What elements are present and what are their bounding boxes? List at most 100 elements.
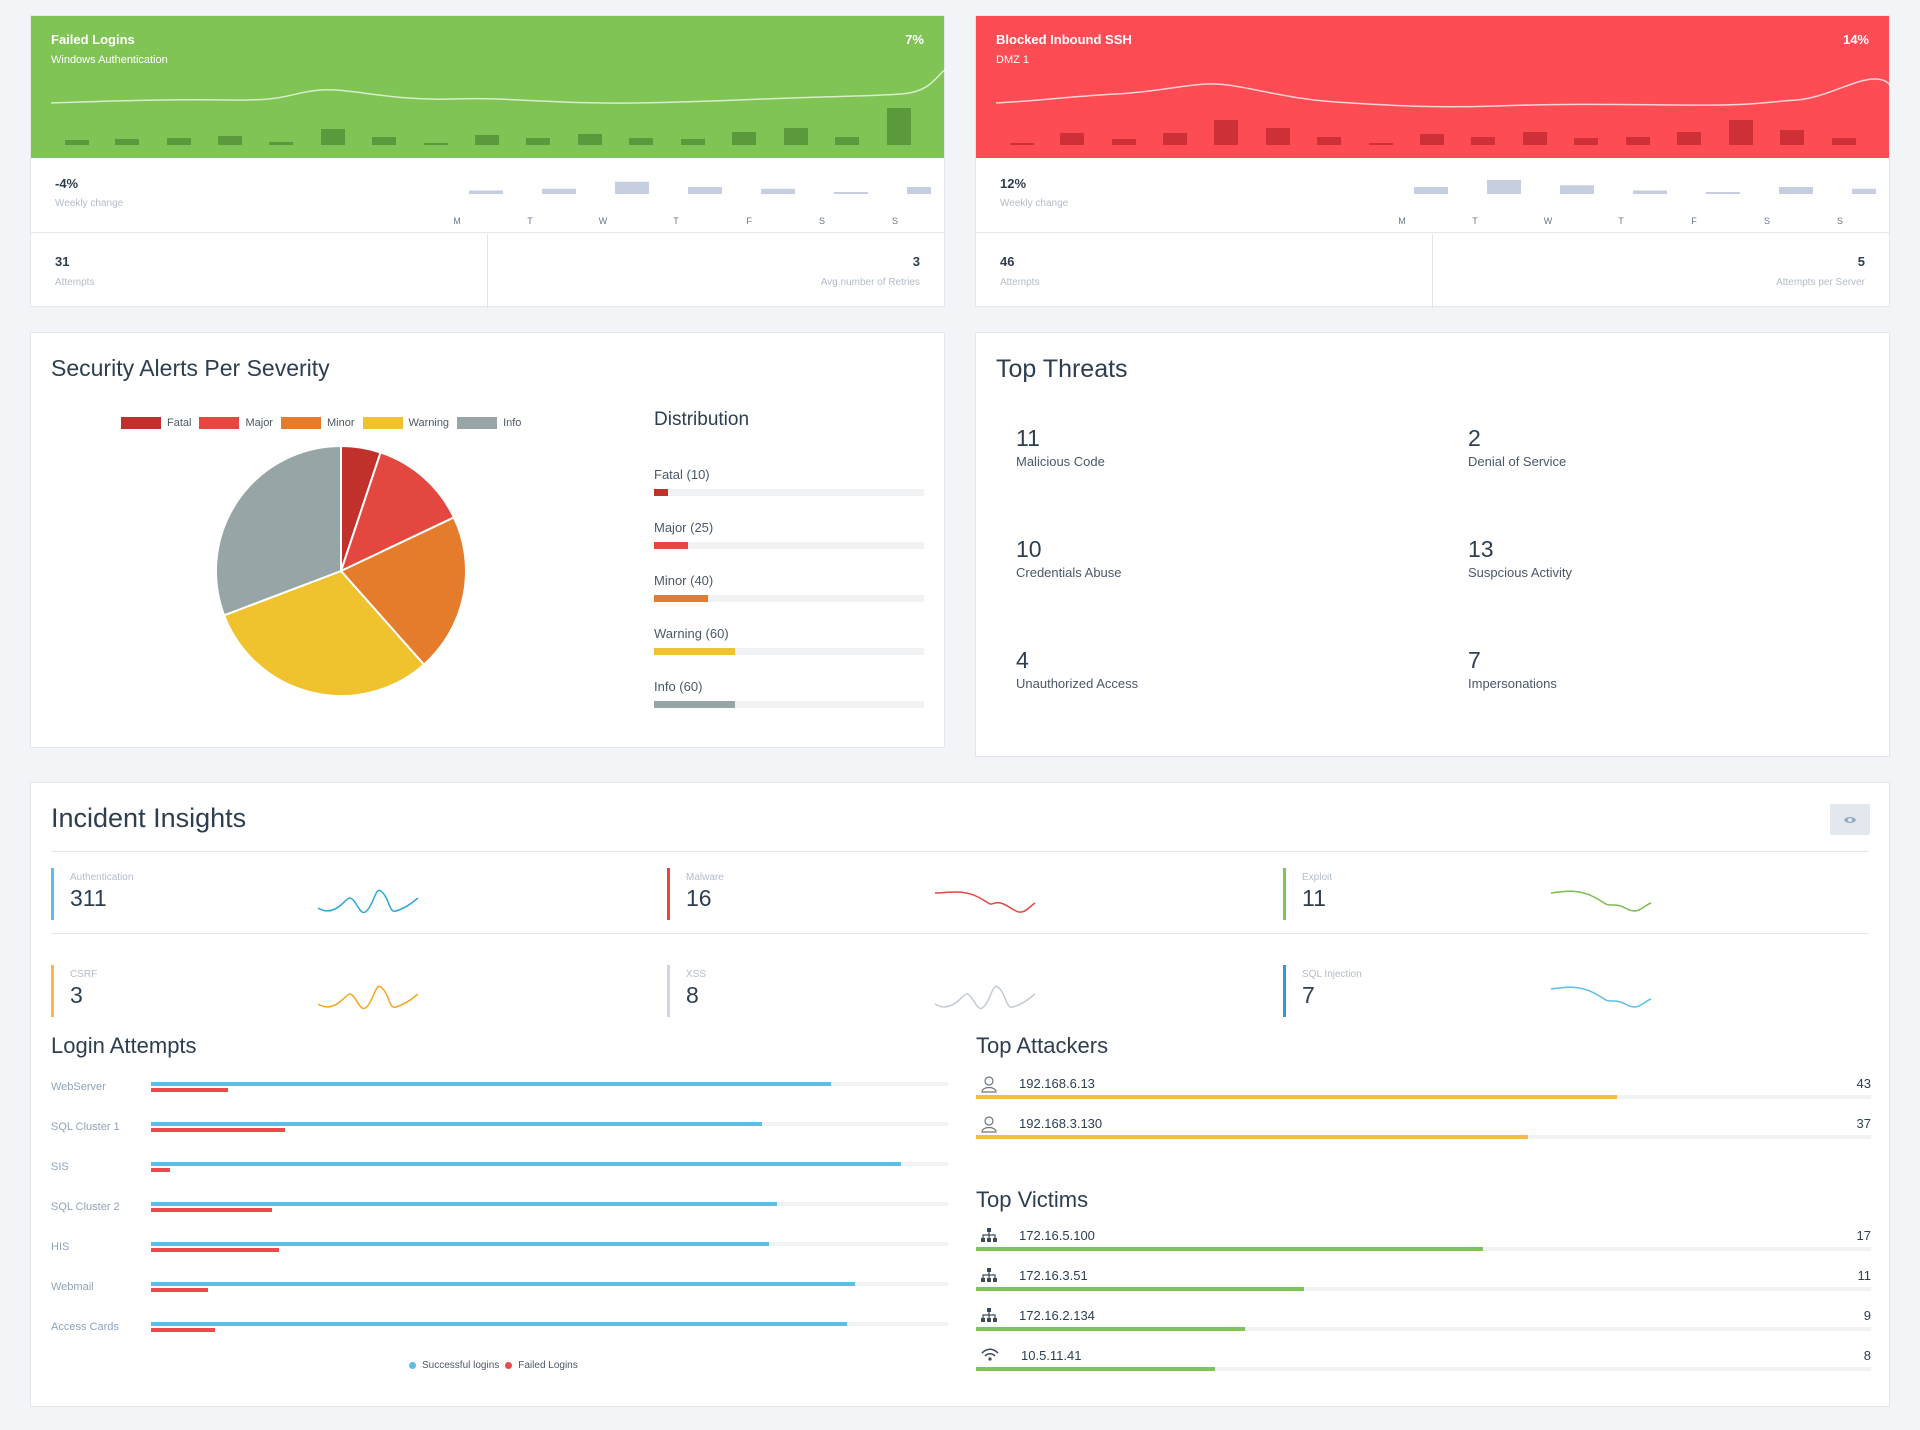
incident-count: 3 (70, 982, 83, 1008)
legend-label: Info (503, 417, 522, 429)
incident-category: CSRF (70, 969, 98, 980)
incident-csrf[interactable]: CSRF 3 (51, 965, 97, 1017)
distribution-item: Major (25) (654, 520, 924, 549)
legend-swatch (121, 417, 161, 429)
attempts-cell: 46 Attempts (976, 234, 1433, 308)
kpi-percent: 14% (1842, 32, 1869, 47)
legend-item-minor[interactable]: Minor (280, 417, 355, 429)
per-server-value: 5 (1857, 254, 1865, 269)
list-item[interactable]: 172.16.2.134 9 (976, 1305, 1871, 1345)
list-item[interactable]: 192.168.6.13 43 (976, 1073, 1871, 1113)
incident-exploit[interactable]: Exploit 11 (1283, 868, 1332, 920)
login-success-bar[interactable] (151, 1162, 901, 1166)
pie-slice-warning[interactable] (222, 569, 426, 697)
failed-logins-header: Failed Logins Windows Authentication 7% (31, 16, 946, 158)
threat-label: Suspcious Activity (1468, 565, 1573, 580)
weekly-bar (1779, 187, 1813, 194)
legend-swatch (199, 417, 240, 429)
incident-xss[interactable]: XSS 8 (667, 965, 706, 1017)
distribution-label: Fatal (10) (654, 467, 710, 482)
day-label: W (1543, 216, 1553, 226)
login-failed-bar[interactable] (151, 1248, 279, 1252)
login-success-bar[interactable] (151, 1282, 855, 1286)
day-label: F (746, 216, 752, 226)
list-item[interactable]: 172.16.3.51 11 (976, 1265, 1871, 1305)
login-row-label: Access Cards (51, 1321, 119, 1333)
day-label: F (1691, 216, 1697, 226)
distribution-fill (654, 595, 708, 602)
incident-sql-injection[interactable]: SQL Injection 7 (1283, 965, 1362, 1017)
pie-slice-minor[interactable] (339, 516, 467, 666)
legend-item-fatal[interactable]: Fatal (121, 417, 191, 429)
kpi-percent: 7% (905, 32, 924, 47)
distribution-label: Major (25) (654, 520, 714, 535)
kpi-title: Failed Logins (51, 32, 135, 47)
user-icon (980, 1115, 998, 1138)
progress-fill (976, 1287, 1305, 1291)
retries-cell: 3 Avg number of Retries (488, 234, 944, 308)
weekly-bar (615, 181, 649, 194)
failed-logins-card: Failed Logins Windows Authentication 7% … (30, 15, 946, 308)
progress-fill (976, 1135, 1528, 1139)
incident-insights-title: Incident Insights (51, 803, 247, 833)
legend-failed-label: Failed Logins (518, 1360, 578, 1371)
distribution-fill (654, 542, 688, 549)
pie-slice-info[interactable] (215, 444, 342, 617)
weekly-change-section: 12% Weekly change M T W T F S S (976, 158, 1889, 233)
weekly-bar (469, 190, 503, 194)
threat-count: 2 (1468, 425, 1481, 451)
distribution-track (654, 542, 924, 549)
legend-item-info[interactable]: Info (457, 417, 521, 429)
visibility-toggle-button[interactable] (1830, 804, 1870, 835)
threat-count: 7 (1468, 647, 1481, 673)
distribution-fill (654, 701, 735, 708)
legend-item-warning[interactable]: Warning (362, 417, 450, 429)
progress-track (976, 1095, 1871, 1099)
login-success-bar[interactable] (151, 1122, 762, 1126)
legend-swatch (457, 417, 498, 429)
login-failed-bar[interactable] (151, 1088, 228, 1092)
login-failed-bar[interactable] (151, 1168, 171, 1172)
day-label: S (1836, 216, 1843, 226)
list-item[interactable]: 10.5.11.41 8 (976, 1345, 1871, 1385)
incident-count: 11 (1302, 885, 1326, 911)
list-item[interactable]: 172.16.5.100 17 (976, 1225, 1871, 1265)
weekly-bar (907, 187, 931, 194)
weekly-bar (542, 188, 576, 194)
progress-fill (976, 1095, 1618, 1099)
incident-authentication[interactable]: Authentication 311 (51, 868, 133, 920)
blocked-ssh-sparkline (995, 78, 1891, 145)
ip-address: 10.5.11.41 (1021, 1348, 1082, 1363)
top-threats-title: Top Threats (996, 355, 1128, 383)
ip-address: 172.16.3.51 (1019, 1268, 1088, 1283)
weekly-change-label: Weekly change (55, 198, 124, 209)
incident-malware[interactable]: Malware 16 (667, 868, 724, 920)
eye-icon (1844, 816, 1856, 823)
login-success-bar[interactable] (151, 1322, 847, 1326)
login-failed-bar[interactable] (151, 1128, 285, 1132)
login-success-bar[interactable] (151, 1202, 778, 1206)
login-success-bar[interactable] (151, 1242, 770, 1246)
incident-sparkline (1550, 986, 1652, 1008)
legend-label: Warning (408, 417, 450, 429)
incident-sparkline (934, 985, 1036, 1010)
pie-slice-major[interactable] (339, 451, 456, 573)
list-item[interactable]: 192.168.3.130 37 (976, 1113, 1871, 1153)
legend-item-major[interactable]: Major (199, 417, 273, 429)
login-row-label: Webmail (51, 1281, 94, 1293)
distribution-item: Fatal (10) (654, 467, 924, 496)
threat-count: 11 (1016, 425, 1040, 451)
severity-pie-chart[interactable] (211, 441, 471, 701)
login-failed-bar[interactable] (151, 1328, 215, 1332)
network-icon (980, 1267, 998, 1288)
login-success-bar[interactable] (151, 1082, 832, 1086)
distribution-label: Minor (40) (654, 573, 714, 588)
divider (51, 851, 1869, 852)
kpi-stats-row: 46 Attempts 5 Attempts per Server (976, 234, 1889, 308)
weekly-bar (834, 192, 868, 194)
per-server-cell: 5 Attempts per Server (1433, 234, 1889, 308)
per-server-label: Attempts per Server (1776, 277, 1865, 288)
login-failed-bar[interactable] (151, 1288, 209, 1292)
login-failed-bar[interactable] (151, 1208, 273, 1212)
blocked-ssh-header: Blocked Inbound SSH DMZ 1 14% (976, 16, 1891, 158)
